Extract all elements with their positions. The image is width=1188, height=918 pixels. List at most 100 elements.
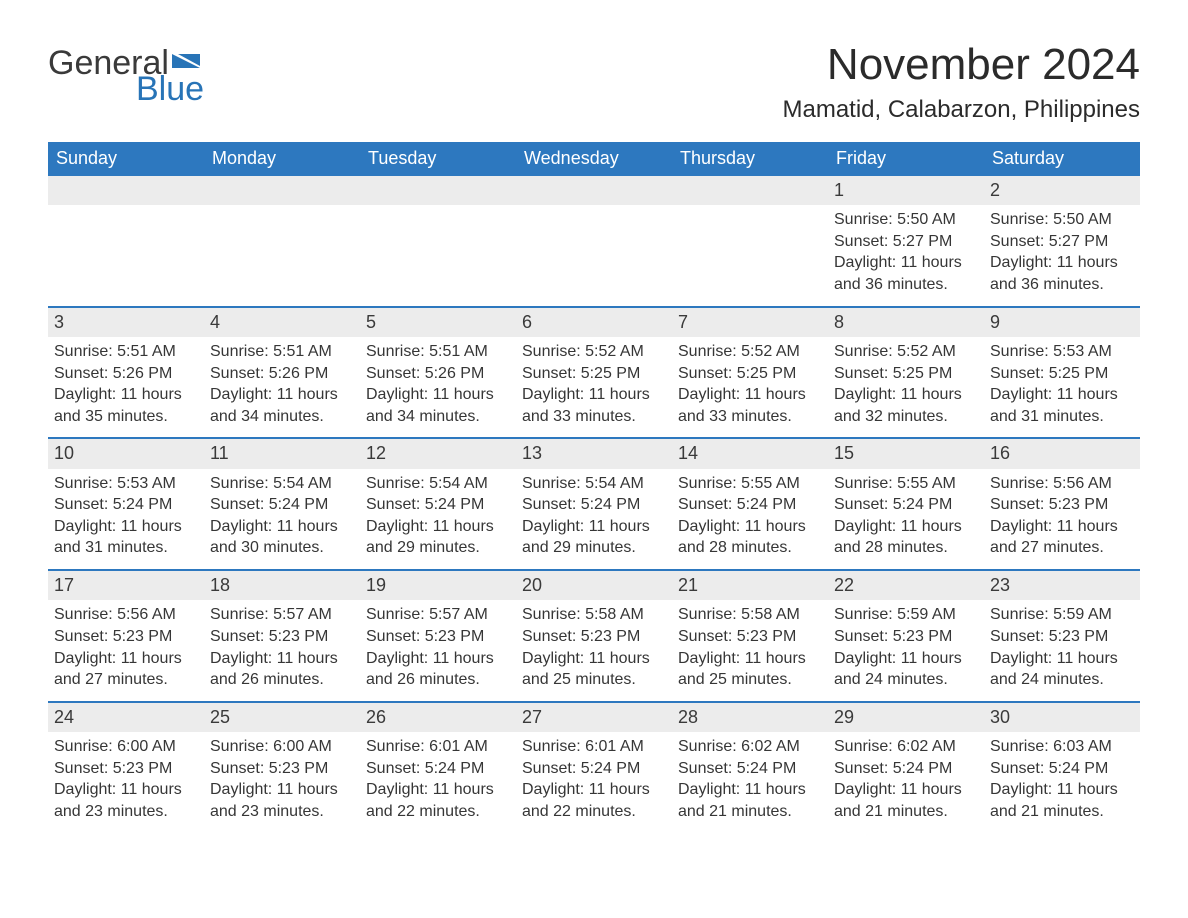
empty-day-cell: [516, 176, 672, 306]
day-cell: 23Sunrise: 5:59 AMSunset: 5:23 PMDayligh…: [984, 571, 1140, 701]
sunset-text: Sunset: 5:24 PM: [522, 758, 666, 780]
day-body: Sunrise: 5:57 AMSunset: 5:23 PMDaylight:…: [204, 600, 360, 700]
day-cell: 9Sunrise: 5:53 AMSunset: 5:25 PMDaylight…: [984, 308, 1140, 438]
sunset-text: Sunset: 5:24 PM: [834, 758, 978, 780]
day-cell: 6Sunrise: 5:52 AMSunset: 5:25 PMDaylight…: [516, 308, 672, 438]
sunset-text: Sunset: 5:24 PM: [678, 494, 822, 516]
sunset-text: Sunset: 5:24 PM: [990, 758, 1134, 780]
day-cell: 17Sunrise: 5:56 AMSunset: 5:23 PMDayligh…: [48, 571, 204, 701]
day-body: Sunrise: 5:54 AMSunset: 5:24 PMDaylight:…: [204, 469, 360, 569]
day-number: 22: [828, 571, 984, 600]
day-cell: 27Sunrise: 6:01 AMSunset: 5:24 PMDayligh…: [516, 703, 672, 833]
day-body: Sunrise: 5:59 AMSunset: 5:23 PMDaylight:…: [984, 600, 1140, 700]
week-row: 17Sunrise: 5:56 AMSunset: 5:23 PMDayligh…: [48, 569, 1140, 701]
daylight-text: Daylight: 11 hours and 33 minutes.: [522, 384, 666, 427]
day-body: Sunrise: 5:58 AMSunset: 5:23 PMDaylight:…: [672, 600, 828, 700]
sunrise-text: Sunrise: 5:53 AM: [54, 473, 198, 495]
day-number: 7: [672, 308, 828, 337]
day-body: Sunrise: 5:57 AMSunset: 5:23 PMDaylight:…: [360, 600, 516, 700]
sunrise-text: Sunrise: 5:54 AM: [366, 473, 510, 495]
brand-word2: Blue: [136, 72, 204, 106]
sunset-text: Sunset: 5:23 PM: [522, 626, 666, 648]
day-body: Sunrise: 5:51 AMSunset: 5:26 PMDaylight:…: [204, 337, 360, 437]
sunrise-text: Sunrise: 5:50 AM: [990, 209, 1134, 231]
sunrise-text: Sunrise: 5:54 AM: [210, 473, 354, 495]
day-body: Sunrise: 6:02 AMSunset: 5:24 PMDaylight:…: [828, 732, 984, 832]
day-number: 6: [516, 308, 672, 337]
daylight-text: Daylight: 11 hours and 25 minutes.: [522, 648, 666, 691]
day-body: Sunrise: 5:58 AMSunset: 5:23 PMDaylight:…: [516, 600, 672, 700]
day-body: Sunrise: 5:52 AMSunset: 5:25 PMDaylight:…: [516, 337, 672, 437]
day-number: 2: [984, 176, 1140, 205]
day-cell: 20Sunrise: 5:58 AMSunset: 5:23 PMDayligh…: [516, 571, 672, 701]
daylight-text: Daylight: 11 hours and 33 minutes.: [678, 384, 822, 427]
sunset-text: Sunset: 5:23 PM: [54, 758, 198, 780]
day-cell: 22Sunrise: 5:59 AMSunset: 5:23 PMDayligh…: [828, 571, 984, 701]
day-body: Sunrise: 6:00 AMSunset: 5:23 PMDaylight:…: [204, 732, 360, 832]
sunrise-text: Sunrise: 6:00 AM: [210, 736, 354, 758]
day-number: 5: [360, 308, 516, 337]
daylight-text: Daylight: 11 hours and 22 minutes.: [366, 779, 510, 822]
sunrise-text: Sunrise: 5:58 AM: [678, 604, 822, 626]
day-cell: 16Sunrise: 5:56 AMSunset: 5:23 PMDayligh…: [984, 439, 1140, 569]
day-body: Sunrise: 6:03 AMSunset: 5:24 PMDaylight:…: [984, 732, 1140, 832]
empty-day-strip: [672, 176, 828, 205]
day-body: Sunrise: 5:52 AMSunset: 5:25 PMDaylight:…: [672, 337, 828, 437]
day-cell: 26Sunrise: 6:01 AMSunset: 5:24 PMDayligh…: [360, 703, 516, 833]
page: General Blue November 2024 Mamatid, Cala…: [0, 0, 1188, 872]
sunset-text: Sunset: 5:23 PM: [210, 626, 354, 648]
day-number: 20: [516, 571, 672, 600]
header: General Blue November 2024 Mamatid, Cala…: [48, 40, 1140, 124]
day-number: 10: [48, 439, 204, 468]
day-number: 12: [360, 439, 516, 468]
day-cell: 12Sunrise: 5:54 AMSunset: 5:24 PMDayligh…: [360, 439, 516, 569]
sunrise-text: Sunrise: 6:03 AM: [990, 736, 1134, 758]
sunset-text: Sunset: 5:25 PM: [678, 363, 822, 385]
calendar: SundayMondayTuesdayWednesdayThursdayFrid…: [48, 142, 1140, 832]
day-number: 26: [360, 703, 516, 732]
sunrise-text: Sunrise: 5:56 AM: [990, 473, 1134, 495]
sunrise-text: Sunrise: 6:02 AM: [834, 736, 978, 758]
daylight-text: Daylight: 11 hours and 32 minutes.: [834, 384, 978, 427]
day-cell: 19Sunrise: 5:57 AMSunset: 5:23 PMDayligh…: [360, 571, 516, 701]
empty-day-strip: [204, 176, 360, 205]
sunrise-text: Sunrise: 5:57 AM: [210, 604, 354, 626]
sunrise-text: Sunrise: 5:51 AM: [54, 341, 198, 363]
empty-day-strip: [360, 176, 516, 205]
day-body: Sunrise: 5:50 AMSunset: 5:27 PMDaylight:…: [984, 205, 1140, 305]
day-number: 30: [984, 703, 1140, 732]
sunset-text: Sunset: 5:23 PM: [990, 494, 1134, 516]
empty-day-cell: [204, 176, 360, 306]
day-cell: 29Sunrise: 6:02 AMSunset: 5:24 PMDayligh…: [828, 703, 984, 833]
day-cell: 18Sunrise: 5:57 AMSunset: 5:23 PMDayligh…: [204, 571, 360, 701]
daylight-text: Daylight: 11 hours and 28 minutes.: [678, 516, 822, 559]
day-body: Sunrise: 5:56 AMSunset: 5:23 PMDaylight:…: [984, 469, 1140, 569]
day-body: Sunrise: 5:55 AMSunset: 5:24 PMDaylight:…: [828, 469, 984, 569]
sunset-text: Sunset: 5:25 PM: [834, 363, 978, 385]
sunrise-text: Sunrise: 5:59 AM: [834, 604, 978, 626]
day-number: 24: [48, 703, 204, 732]
week-row: 3Sunrise: 5:51 AMSunset: 5:26 PMDaylight…: [48, 306, 1140, 438]
sunrise-text: Sunrise: 5:52 AM: [678, 341, 822, 363]
sunset-text: Sunset: 5:24 PM: [54, 494, 198, 516]
sunset-text: Sunset: 5:24 PM: [366, 758, 510, 780]
daylight-text: Daylight: 11 hours and 22 minutes.: [522, 779, 666, 822]
day-cell: 25Sunrise: 6:00 AMSunset: 5:23 PMDayligh…: [204, 703, 360, 833]
day-cell: 10Sunrise: 5:53 AMSunset: 5:24 PMDayligh…: [48, 439, 204, 569]
day-cell: 3Sunrise: 5:51 AMSunset: 5:26 PMDaylight…: [48, 308, 204, 438]
sunset-text: Sunset: 5:23 PM: [834, 626, 978, 648]
daylight-text: Daylight: 11 hours and 29 minutes.: [522, 516, 666, 559]
sunrise-text: Sunrise: 5:52 AM: [522, 341, 666, 363]
sunrise-text: Sunrise: 5:52 AM: [834, 341, 978, 363]
day-number: 14: [672, 439, 828, 468]
sunrise-text: Sunrise: 6:01 AM: [522, 736, 666, 758]
sunset-text: Sunset: 5:26 PM: [210, 363, 354, 385]
day-cell: 30Sunrise: 6:03 AMSunset: 5:24 PMDayligh…: [984, 703, 1140, 833]
daylight-text: Daylight: 11 hours and 26 minutes.: [366, 648, 510, 691]
daylight-text: Daylight: 11 hours and 21 minutes.: [990, 779, 1134, 822]
daylight-text: Daylight: 11 hours and 28 minutes.: [834, 516, 978, 559]
daylight-text: Daylight: 11 hours and 23 minutes.: [54, 779, 198, 822]
sunset-text: Sunset: 5:23 PM: [678, 626, 822, 648]
day-cell: 13Sunrise: 5:54 AMSunset: 5:24 PMDayligh…: [516, 439, 672, 569]
daylight-text: Daylight: 11 hours and 21 minutes.: [678, 779, 822, 822]
